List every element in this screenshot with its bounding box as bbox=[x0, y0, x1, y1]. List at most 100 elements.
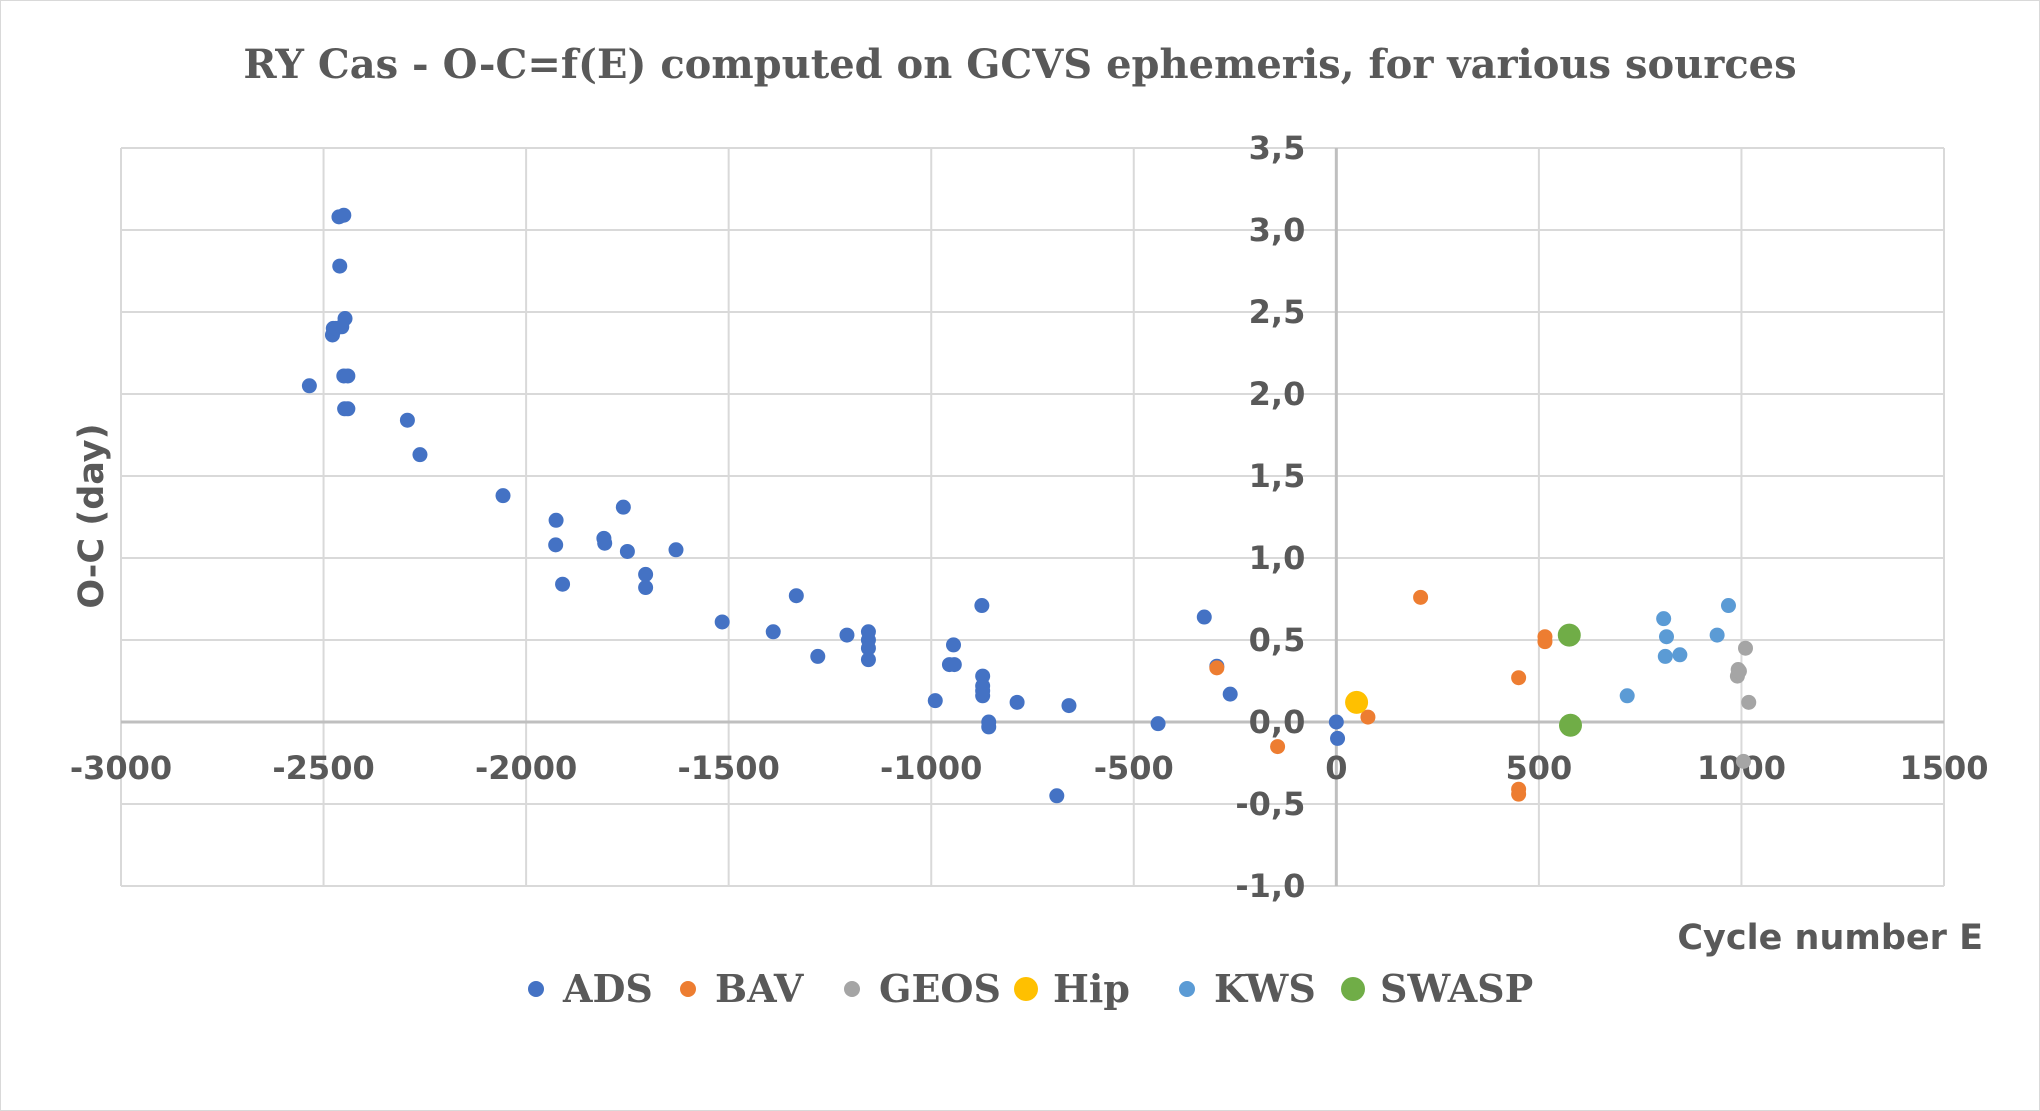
x-tick-label: -500 bbox=[1094, 749, 1174, 787]
point-bav bbox=[1537, 634, 1553, 650]
y-axis-title: O-C (day) bbox=[72, 423, 112, 608]
point-hip bbox=[1345, 690, 1369, 714]
legend-label-swasp: SWASP bbox=[1380, 966, 1533, 1011]
point-bav bbox=[1209, 660, 1225, 676]
x-tick-label: -2500 bbox=[272, 749, 374, 787]
legend-marker-ads bbox=[528, 981, 544, 997]
axis-layer: -3000-2500-2000-1500-1000-50005001000150… bbox=[70, 129, 1989, 905]
y-tick-label: 3,0 bbox=[1249, 211, 1306, 249]
point-ads bbox=[399, 412, 415, 428]
legend-label-kws: KWS bbox=[1214, 966, 1316, 1011]
legend-marker-geos bbox=[844, 981, 860, 997]
x-tick-label: -3000 bbox=[70, 749, 172, 787]
point-kws bbox=[1658, 629, 1674, 645]
point-ads bbox=[946, 637, 962, 653]
point-geos bbox=[1737, 640, 1753, 656]
point-ads bbox=[668, 542, 684, 558]
point-ads bbox=[548, 512, 564, 528]
x-tick-label: -2000 bbox=[475, 749, 577, 787]
point-ads bbox=[1222, 686, 1238, 702]
point-kws bbox=[1720, 598, 1736, 614]
point-ads bbox=[1009, 694, 1025, 710]
point-ads bbox=[765, 624, 781, 640]
point-ads bbox=[1196, 609, 1212, 625]
y-tick-label: -1,0 bbox=[1235, 867, 1305, 905]
point-ads bbox=[788, 588, 804, 604]
point-ads bbox=[714, 614, 730, 630]
point-bav bbox=[1360, 709, 1376, 725]
y-tick-label: 0,0 bbox=[1249, 703, 1306, 741]
legend-marker-hip bbox=[1014, 977, 1038, 1001]
point-kws bbox=[1672, 647, 1688, 663]
point-ads bbox=[340, 401, 356, 417]
point-ads bbox=[619, 543, 635, 559]
legend-label-geos: GEOS bbox=[879, 966, 1001, 1011]
y-tick-label: 3,5 bbox=[1249, 129, 1306, 167]
point-layer bbox=[301, 207, 1757, 804]
point-bav bbox=[1270, 739, 1286, 755]
point-kws bbox=[1657, 648, 1673, 664]
point-swasp bbox=[1558, 713, 1582, 737]
point-ads bbox=[337, 311, 353, 327]
point-ads bbox=[301, 378, 317, 394]
point-ads bbox=[1330, 730, 1346, 746]
point-bav bbox=[1511, 670, 1527, 686]
x-axis-title: Cycle number E bbox=[1677, 918, 1983, 958]
x-tick-label: 500 bbox=[1505, 749, 1572, 787]
point-ads bbox=[412, 447, 428, 463]
point-kws bbox=[1619, 688, 1635, 704]
point-ads bbox=[1150, 716, 1166, 732]
legend-marker-kws bbox=[1179, 981, 1195, 997]
y-tick-label: 0,5 bbox=[1249, 621, 1306, 659]
y-tick-label: 1,5 bbox=[1249, 457, 1306, 495]
y-tick-label: -0,5 bbox=[1235, 785, 1305, 823]
point-ads bbox=[1328, 714, 1344, 730]
x-tick-label: 1500 bbox=[1899, 749, 1988, 787]
legend-marker-swasp bbox=[1341, 977, 1365, 1001]
legend-marker-bav bbox=[680, 981, 696, 997]
point-ads bbox=[860, 652, 876, 668]
point-ads bbox=[638, 566, 654, 582]
point-ads bbox=[597, 535, 613, 551]
legend-label-ads: ADS bbox=[562, 966, 653, 1011]
x-tick-label: -1500 bbox=[677, 749, 779, 787]
point-ads bbox=[638, 580, 654, 596]
point-kws bbox=[1709, 627, 1725, 643]
x-tick-label: -1000 bbox=[880, 749, 982, 787]
y-tick-label: 2,0 bbox=[1249, 375, 1306, 413]
point-geos bbox=[1731, 663, 1747, 679]
legend: ADS BAV GEOS Hip KWS SWASP bbox=[528, 966, 1533, 1011]
point-geos bbox=[1741, 694, 1757, 710]
point-ads bbox=[946, 657, 962, 673]
point-ads bbox=[860, 640, 876, 656]
y-tick-label: 1,0 bbox=[1249, 539, 1306, 577]
point-ads bbox=[340, 368, 356, 384]
point-ads bbox=[615, 499, 631, 515]
point-ads bbox=[495, 488, 511, 504]
point-bav bbox=[1413, 589, 1429, 605]
point-ads bbox=[336, 207, 352, 223]
point-ads bbox=[839, 627, 855, 643]
point-ads bbox=[1061, 698, 1077, 714]
point-ads bbox=[1049, 788, 1065, 804]
point-kws bbox=[1656, 611, 1672, 627]
point-ads bbox=[810, 648, 826, 664]
point-ads bbox=[332, 258, 348, 274]
point-ads bbox=[548, 537, 564, 553]
point-ads bbox=[981, 719, 997, 735]
y-tick-label: 2,5 bbox=[1249, 293, 1306, 331]
point-ads bbox=[927, 693, 943, 709]
x-tick-label: 0 bbox=[1325, 749, 1347, 787]
point-geos bbox=[1735, 753, 1751, 769]
point-ads bbox=[975, 688, 991, 704]
grid-layer bbox=[120, 147, 1945, 887]
legend-label-bav: BAV bbox=[715, 966, 805, 1011]
point-ads bbox=[555, 576, 571, 592]
chart-title: RY Cas - O-C=f(E) computed on GCVS ephem… bbox=[243, 41, 1796, 88]
legend-label-hip: Hip bbox=[1053, 966, 1130, 1011]
point-bav bbox=[1511, 786, 1527, 802]
point-swasp bbox=[1557, 623, 1581, 647]
point-ads bbox=[974, 598, 990, 614]
